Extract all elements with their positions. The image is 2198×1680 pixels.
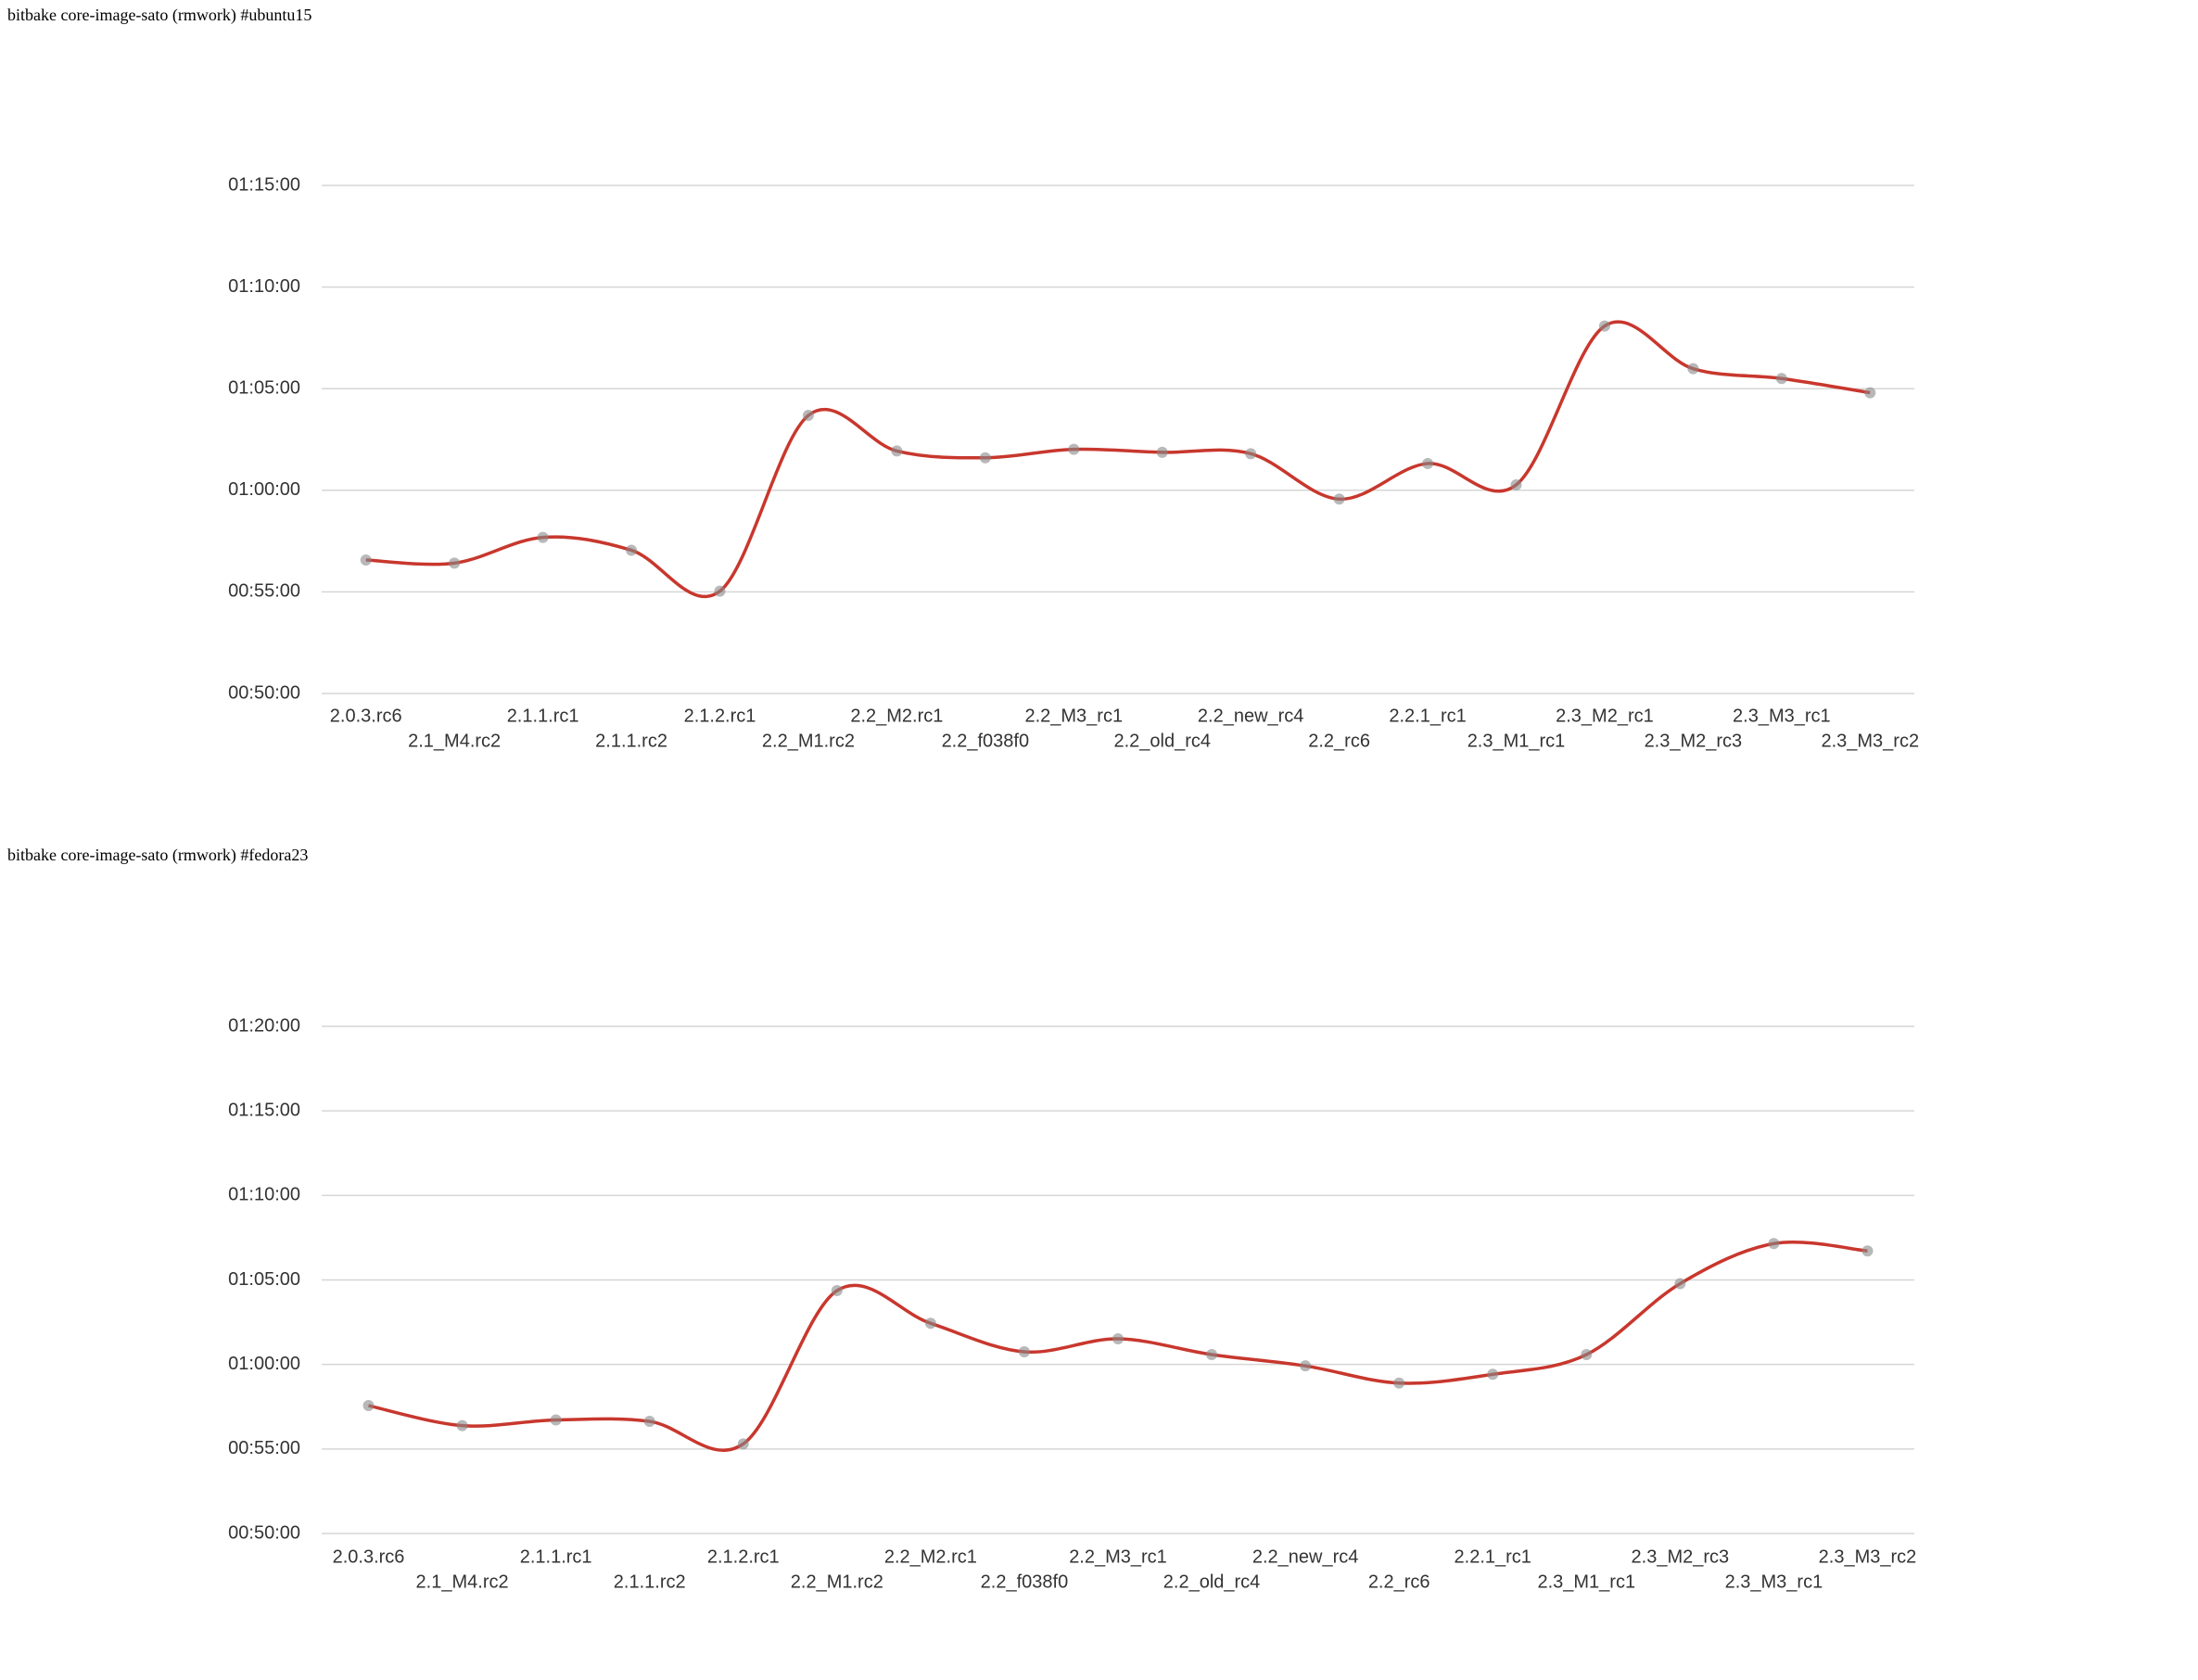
x-tick-label: 2.2_M2.rc1: [850, 706, 943, 726]
x-tick-label: 2.3_M1_rc1: [1467, 731, 1566, 751]
chart-title: bitbake core-image-sato (rmwork) #ubuntu…: [7, 6, 311, 25]
x-tick-label: 2.0.3.rc6: [330, 706, 402, 726]
point: [831, 1285, 843, 1297]
y-tick-label: 01:10:00: [228, 1185, 300, 1205]
x-tick-label: 2.3_M2_rc3: [1645, 731, 1743, 751]
point: [1018, 1345, 1030, 1357]
x-tick-label: 2.2_rc6: [1308, 731, 1370, 751]
y-tick-label: 01:00:00: [228, 479, 300, 500]
x-tick-label: 2.2_M2.rc1: [884, 1546, 977, 1567]
point: [1300, 1360, 1312, 1372]
y-tick-label: 00:55:00: [228, 1438, 300, 1458]
x-tick-label: 2.2_M3_rc1: [1069, 1546, 1167, 1567]
x-tick-label: 2.0.3.rc6: [333, 1546, 405, 1567]
x-tick-label: 2.2.1_rc1: [1455, 1546, 1531, 1567]
y-tick-label: 01:15:00: [228, 174, 300, 195]
x-tick-label: 2.1_M4.rc2: [408, 731, 501, 751]
x-tick-label: 2.3_M2_rc1: [1556, 706, 1654, 726]
point: [924, 1317, 936, 1330]
series-line: [368, 1240, 1868, 1452]
point: [537, 531, 549, 543]
x-tick-label: 2.2_rc6: [1368, 1572, 1430, 1592]
point: [449, 557, 461, 569]
point: [802, 410, 814, 422]
x-tick-label: 2.2_M1.rc2: [762, 731, 855, 751]
point: [1068, 443, 1080, 455]
point: [626, 544, 638, 556]
point: [891, 445, 903, 457]
x-tick-label: 2.2_f038f0: [981, 1572, 1069, 1592]
y-tick-label: 01:00:00: [228, 1354, 300, 1374]
x-tick-label: 2.2_new_rc4: [1252, 1546, 1359, 1567]
point: [360, 554, 372, 566]
point: [362, 1400, 375, 1412]
point: [1864, 387, 1876, 399]
y-tick-label: 01:05:00: [228, 1269, 300, 1290]
x-tick-label: 2.3_M2_rc3: [1632, 1546, 1730, 1567]
point: [643, 1416, 655, 1428]
x-tick-label: 2.3_M1_rc1: [1537, 1572, 1635, 1592]
y-tick-label: 00:55:00: [228, 581, 300, 602]
x-tick-label: 2.2_M1.rc2: [791, 1572, 883, 1592]
point: [1598, 320, 1610, 332]
point: [1422, 457, 1434, 469]
point: [550, 1414, 562, 1426]
point: [1245, 448, 1257, 460]
point: [737, 1438, 749, 1450]
point: [1861, 1245, 1874, 1257]
point: [1156, 446, 1168, 458]
point: [1674, 1278, 1686, 1290]
point: [1581, 1349, 1593, 1361]
y-tick-label: 01:15:00: [228, 1100, 300, 1120]
point: [1687, 363, 1699, 375]
y-tick-label: 01:10:00: [228, 276, 300, 297]
x-tick-label: 2.1.1.rc2: [595, 731, 667, 751]
x-tick-label: 2.2_old_rc4: [1163, 1572, 1261, 1592]
x-tick-label: 2.3_M3_rc2: [1821, 731, 1919, 751]
point: [1393, 1377, 1405, 1389]
point: [456, 1419, 468, 1432]
point: [1333, 493, 1345, 505]
y-tick-label: 01:05:00: [228, 377, 300, 398]
x-tick-label: 2.2_f038f0: [942, 731, 1030, 751]
point: [1206, 1349, 1218, 1361]
x-tick-label: 2.2_M3_rc1: [1024, 706, 1123, 726]
y-tick-label: 00:50:00: [228, 682, 300, 703]
y-tick-label: 00:50:00: [228, 1522, 300, 1543]
x-tick-label: 2.1.2.rc1: [707, 1546, 780, 1567]
chart-title: bitbake core-image-sato (rmwork) #fedora…: [7, 846, 308, 865]
point: [979, 452, 991, 464]
x-tick-label: 2.1.2.rc1: [684, 706, 756, 726]
x-tick-label: 2.3_M3_rc1: [1725, 1572, 1823, 1592]
x-tick-label: 2.1.1.rc1: [520, 1546, 592, 1567]
x-tick-label: 2.1.1.rc1: [507, 706, 579, 726]
y-tick-label: 01:20:00: [228, 1015, 300, 1036]
x-tick-label: 2.2.1_rc1: [1389, 706, 1466, 726]
point: [714, 585, 726, 597]
point: [1775, 373, 1787, 385]
series-line: [365, 320, 1871, 599]
point: [1768, 1238, 1780, 1250]
point: [1112, 1333, 1124, 1345]
x-tick-label: 2.1_M4.rc2: [416, 1572, 509, 1592]
point: [1487, 1368, 1499, 1381]
x-tick-label: 2.1.1.rc2: [614, 1572, 686, 1592]
x-tick-label: 2.3_M3_rc2: [1819, 1546, 1917, 1567]
x-tick-label: 2.2_new_rc4: [1198, 706, 1304, 726]
x-tick-label: 2.2_old_rc4: [1113, 731, 1211, 751]
point: [1510, 478, 1522, 490]
x-tick-label: 2.3_M3_rc1: [1733, 706, 1831, 726]
